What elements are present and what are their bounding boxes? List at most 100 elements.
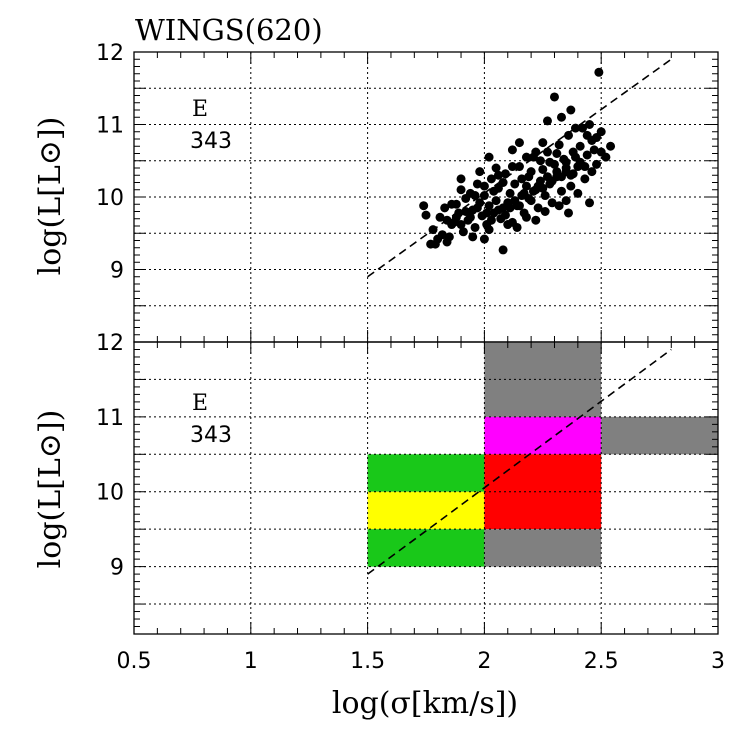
data-point [538, 183, 548, 193]
data-point [458, 227, 468, 237]
y-tick-label: 11 [96, 114, 124, 139]
data-point [484, 152, 494, 162]
y-tick-label: 12 [96, 331, 124, 356]
data-point [596, 147, 606, 157]
data-point [479, 181, 489, 191]
x-axis-label: log(σ[km/s]) [332, 686, 518, 721]
reference-line [367, 348, 672, 575]
y-tick-label: 12 [96, 41, 124, 66]
data-point [538, 138, 548, 148]
data-point [554, 201, 564, 211]
data-point [531, 215, 541, 225]
data-point [578, 123, 588, 133]
x-tick-label: 2.5 [584, 649, 619, 674]
data-point [571, 123, 581, 133]
data-point [545, 157, 555, 167]
data-point [486, 174, 496, 184]
data-point [521, 152, 531, 162]
data-point [484, 201, 494, 211]
data-point [533, 203, 543, 213]
x-tick-label: 2 [477, 649, 491, 674]
data-point [582, 130, 592, 140]
heatmap-cell [484, 416, 602, 455]
data-point [517, 174, 527, 184]
bottom-annotation-label: E [192, 391, 208, 416]
data-point [484, 225, 494, 235]
data-point [566, 181, 576, 191]
data-point [556, 112, 566, 122]
data-point [542, 116, 552, 126]
data-point [526, 167, 536, 177]
data-point [491, 163, 501, 173]
x-tick-label: 1.5 [350, 649, 385, 674]
data-point [507, 162, 517, 172]
data-point [507, 145, 517, 155]
data-point [447, 199, 457, 209]
data-point [585, 120, 595, 129]
data-point [542, 147, 552, 157]
data-point [435, 212, 445, 222]
data-point [482, 208, 492, 218]
heatmap-cell [367, 529, 485, 567]
top-annotation-count: 343 [190, 129, 232, 154]
data-point [566, 105, 576, 115]
data-point [470, 191, 480, 201]
data-point [573, 188, 583, 198]
heatmap-cell [367, 454, 485, 492]
data-point [491, 196, 501, 206]
data-point [524, 193, 534, 203]
y-tick-label: 11 [96, 406, 124, 431]
data-point [503, 220, 513, 230]
data-point [456, 185, 466, 195]
data-point [493, 170, 503, 180]
data-point [505, 188, 515, 198]
data-point [510, 179, 520, 189]
data-point [563, 208, 573, 218]
data-point [475, 167, 485, 177]
data-point [505, 203, 515, 213]
y-axis-label-top: log(L[L⊙]) [33, 117, 68, 276]
data-point [472, 179, 482, 189]
reference-line [367, 58, 672, 278]
data-point [547, 176, 557, 186]
data-point [549, 92, 559, 102]
data-point [606, 141, 616, 151]
data-point [538, 164, 548, 174]
data-point [421, 210, 431, 220]
data-point [575, 141, 585, 151]
top-annotation-label: E [192, 97, 208, 122]
data-point [594, 67, 604, 77]
data-point [561, 163, 571, 173]
data-point [566, 170, 576, 180]
data-point [479, 191, 489, 201]
x-tick-label: 3 [711, 649, 725, 674]
data-point [540, 191, 550, 201]
data-point [554, 140, 564, 150]
data-point [498, 245, 508, 255]
heatmap-cell [367, 491, 485, 530]
data-point [442, 237, 452, 247]
data-point [587, 167, 597, 177]
data-point [540, 207, 550, 216]
data-point [470, 222, 480, 232]
data-point [498, 178, 508, 187]
data-point [468, 232, 478, 242]
heatmap-cell [601, 416, 718, 455]
y-tick-label: 10 [96, 186, 124, 211]
heatmap-cell [484, 454, 602, 530]
data-point [547, 198, 557, 208]
data-point [556, 186, 566, 196]
data-point [592, 159, 602, 169]
y-axis-label-bottom: log(L[L⊙]) [33, 410, 68, 569]
bottom-annotation-count: 343 [190, 423, 232, 448]
panel-frame [133, 341, 719, 635]
data-point [472, 203, 482, 213]
y-tick-label: 9 [110, 556, 124, 581]
data-point [486, 215, 496, 225]
data-point [561, 196, 571, 206]
data-point [430, 239, 440, 249]
data-point [437, 230, 447, 240]
data-point [514, 138, 524, 148]
data-point [585, 198, 595, 208]
